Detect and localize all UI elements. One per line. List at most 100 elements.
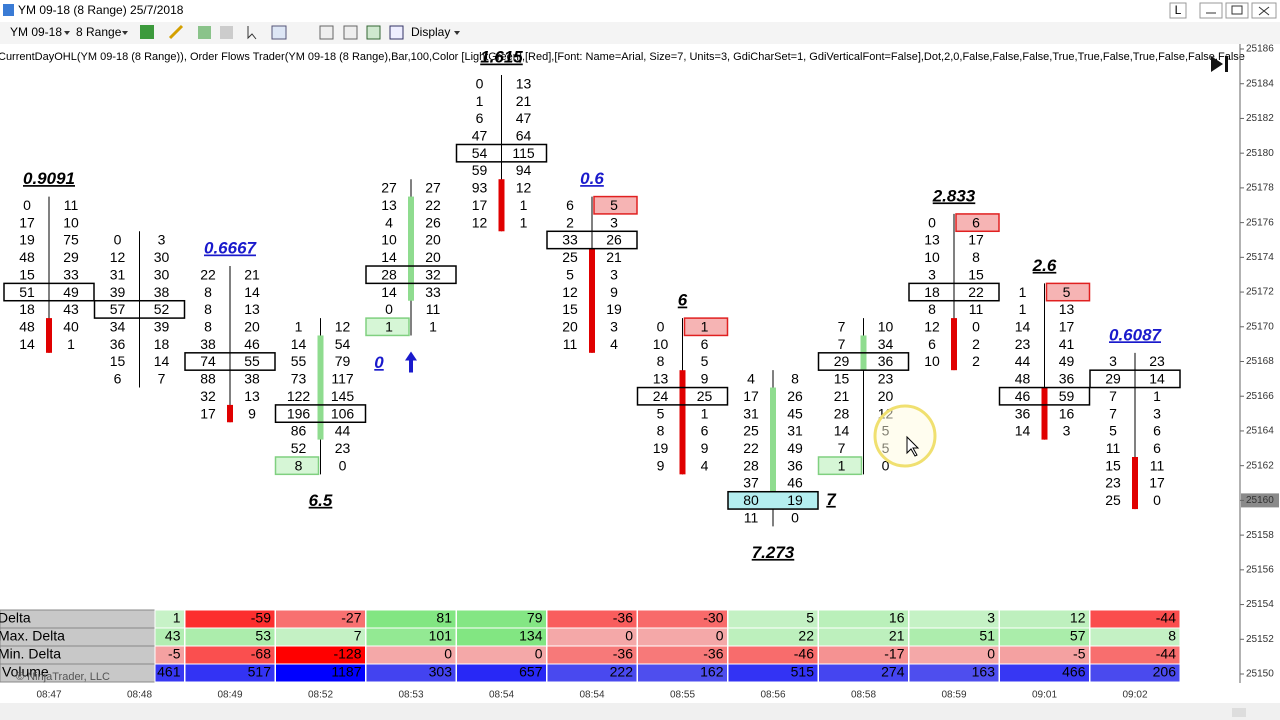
price-tick-label: 25182 xyxy=(1246,113,1274,124)
ask-volume: 41 xyxy=(1059,336,1075,352)
bid-volume: 24 xyxy=(653,388,669,404)
table-cell xyxy=(727,609,819,629)
price-tick-label: 25186 xyxy=(1246,44,1274,55)
zoom-button[interactable] xyxy=(271,25,287,40)
draw-tool-button[interactable] xyxy=(168,24,184,40)
bid-volume: 1 xyxy=(1019,301,1027,317)
ask-volume: 0 xyxy=(882,457,890,473)
maximize-button[interactable] xyxy=(1225,2,1249,19)
ratio-label: 0.6667 xyxy=(204,239,258,258)
data-box-button[interactable] xyxy=(389,25,404,40)
ask-volume: 39 xyxy=(154,318,170,334)
ask-volume: 19 xyxy=(787,492,803,508)
bid-volume: 44 xyxy=(1015,353,1031,369)
bid-volume: 14 xyxy=(1015,423,1031,439)
table-cell xyxy=(456,645,547,665)
ask-volume: 6 xyxy=(701,423,709,439)
bid-volume: 5 xyxy=(1109,423,1117,439)
bid-volume: 23 xyxy=(1105,475,1121,491)
instrument-selector[interactable]: YM 09-18 xyxy=(10,25,62,39)
ask-volume: 6 xyxy=(1153,440,1161,456)
scrollbar[interactable] xyxy=(0,703,1280,720)
time-label: 08:54 xyxy=(579,690,604,701)
chart-style-button[interactable] xyxy=(140,25,154,39)
table-cell xyxy=(365,645,457,665)
ask-volume: 9 xyxy=(248,405,256,421)
bid-volume: 1 xyxy=(838,457,846,473)
period-selector[interactable]: 8 Range xyxy=(76,25,122,39)
bid-volume: 11 xyxy=(1106,440,1121,456)
table-value: 461 xyxy=(157,664,181,680)
bid-volume: 12 xyxy=(472,214,488,230)
table-cell xyxy=(275,627,366,647)
ask-volume: 11 xyxy=(1150,457,1165,473)
display-menu[interactable]: Display xyxy=(411,25,450,39)
tool-button[interactable] xyxy=(220,26,233,39)
table-value: -36 xyxy=(613,610,633,626)
table-value: 21 xyxy=(889,628,905,644)
bid-volume: 8 xyxy=(204,301,212,317)
candle-body xyxy=(317,335,324,440)
ask-volume: 106 xyxy=(331,405,355,421)
candle-body xyxy=(498,179,505,232)
ask-volume: 0 xyxy=(972,318,980,334)
table-value: 0 xyxy=(987,646,995,662)
poc-box xyxy=(365,265,457,285)
price-tick-label: 25164 xyxy=(1246,426,1274,437)
ask-volume: 12 xyxy=(516,180,532,196)
template-button[interactable] xyxy=(343,25,358,40)
pointer-button[interactable] xyxy=(247,26,257,40)
scroll-end-button[interactable] xyxy=(1211,56,1228,72)
bid-volume: 48 xyxy=(1015,371,1031,387)
ratio-label: 1.615 xyxy=(480,48,523,67)
table-value: -44 xyxy=(1156,646,1176,662)
ask-volume: 64 xyxy=(516,128,532,144)
time-label: 08:55 xyxy=(670,690,695,701)
link-button[interactable] xyxy=(1169,2,1187,19)
dropdown-arrow xyxy=(122,31,128,35)
strategy-button[interactable] xyxy=(366,25,381,40)
link-letter: L xyxy=(1175,3,1182,17)
table-value: 515 xyxy=(791,664,815,680)
poc-box xyxy=(908,282,1000,302)
bid-volume: 46 xyxy=(1015,388,1031,404)
ask-volume: 23 xyxy=(878,371,894,387)
candle-body xyxy=(951,318,957,371)
ratio-label: 7.273 xyxy=(752,543,795,562)
maximize-icon xyxy=(1231,5,1243,15)
price-tick-label: 25176 xyxy=(1246,217,1274,228)
ask-volume: 20 xyxy=(244,318,260,334)
bid-volume: 8 xyxy=(657,353,665,369)
ask-volume: 6 xyxy=(701,336,709,352)
bid-volume: 17 xyxy=(743,388,759,404)
ask-volume: 3 xyxy=(158,232,166,248)
ask-volume: 26 xyxy=(425,214,441,230)
ask-volume: 18 xyxy=(154,336,170,352)
bid-volume: 9 xyxy=(657,457,665,473)
ask-volume: 9 xyxy=(701,440,709,456)
properties-button[interactable] xyxy=(319,25,334,40)
bid-volume: 13 xyxy=(924,232,940,248)
table-value: 8 xyxy=(1168,628,1176,644)
ask-volume: 5 xyxy=(610,197,618,213)
bid-volume: 4 xyxy=(385,214,393,230)
candle-body xyxy=(1132,456,1138,510)
add-button[interactable] xyxy=(198,26,211,39)
time-label: 09:01 xyxy=(1032,690,1057,701)
ask-volume: 94 xyxy=(516,162,532,178)
ask-volume: 38 xyxy=(244,371,260,387)
bid-volume: 7 xyxy=(1109,405,1117,421)
bid-volume: 7 xyxy=(838,336,846,352)
scrollbar-thumb[interactable] xyxy=(1232,708,1246,717)
bid-imbalance xyxy=(365,317,410,337)
bid-volume: 38 xyxy=(200,336,216,352)
table-value: -27 xyxy=(341,610,361,626)
ask-volume: 13 xyxy=(516,75,532,91)
ask-imbalance xyxy=(593,195,638,215)
dropdown-arrow xyxy=(454,31,460,35)
price-tick-label: 25166 xyxy=(1246,391,1274,402)
minimize-button[interactable] xyxy=(1199,2,1223,19)
bid-volume: 31 xyxy=(110,266,126,282)
table-value: 162 xyxy=(700,664,724,680)
